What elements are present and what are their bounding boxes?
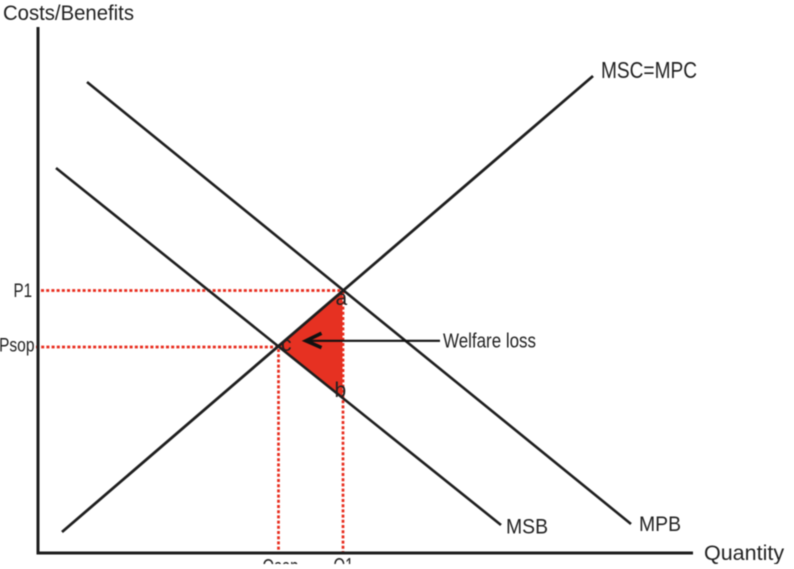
svg-text:Welfare loss: Welfare loss xyxy=(443,331,536,353)
svg-text:Psop: Psop xyxy=(0,336,35,357)
svg-text:Costs/Benefits: Costs/Benefits xyxy=(3,2,134,25)
svg-text:Q1: Q1 xyxy=(334,555,354,565)
svg-text:Quantity: Quantity xyxy=(704,541,784,564)
svg-text:a: a xyxy=(336,287,348,310)
svg-text:c: c xyxy=(281,333,292,356)
svg-text:b: b xyxy=(335,379,347,402)
svg-text:MSB: MSB xyxy=(506,515,548,539)
svg-text:P1: P1 xyxy=(14,281,33,302)
svg-text:MPB: MPB xyxy=(639,512,681,536)
svg-text:Qsop: Qsop xyxy=(263,556,299,565)
svg-text:MSC=MPC: MSC=MPC xyxy=(601,57,697,83)
